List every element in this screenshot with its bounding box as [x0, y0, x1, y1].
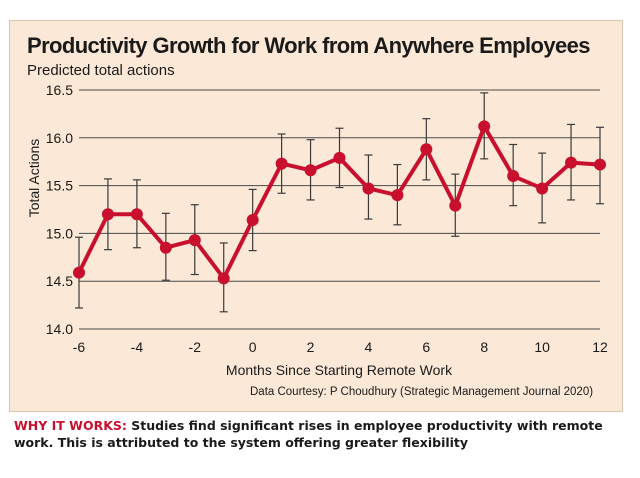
x-tick-label: -4: [131, 339, 144, 355]
y-axis-label: Total Actions: [26, 139, 42, 218]
x-tick-label: -6: [73, 339, 86, 355]
footer-note: WHY IT WORKS: Studies find significant r…: [14, 417, 624, 451]
gridlines: [79, 89, 600, 330]
y-tick-labels: 14.0 14.5 15.0 15.5 16.0 16.5: [46, 82, 73, 337]
x-tick-labels: -6 -4 -2 0 2 4 6 8 10 12: [73, 339, 608, 355]
y-tick-label: 16.5: [46, 82, 73, 98]
error-bars: [75, 92, 604, 313]
data-point: [507, 170, 520, 183]
data-point: [478, 120, 491, 133]
data-point: [420, 143, 433, 156]
data-point: [159, 241, 172, 254]
x-tick-label: 4: [365, 339, 373, 355]
data-point: [275, 157, 288, 170]
x-tick-label: 0: [249, 339, 257, 355]
x-tick-label: -2: [189, 339, 202, 355]
y-tick-label: 15.5: [46, 178, 73, 194]
x-tick-label: 10: [534, 339, 550, 355]
footer-lead: WHY IT WORKS:: [14, 418, 127, 433]
x-tick-label: 2: [307, 339, 315, 355]
data-point: [217, 272, 230, 285]
y-tick-label: 16.0: [46, 130, 73, 146]
data-point: [391, 189, 404, 202]
data-point: [304, 164, 317, 177]
x-tick-label: 8: [480, 339, 488, 355]
data-source: Data Courtesy: P Choudhury (Strategic Ma…: [250, 386, 594, 398]
data-point: [565, 156, 578, 169]
x-tick-label: 6: [422, 339, 430, 355]
chart-subtitle: Predicted total actions: [27, 62, 175, 79]
data-point: [449, 199, 462, 212]
data-point: [73, 266, 85, 279]
y-tick-label: 15.0: [46, 225, 73, 241]
data-point: [188, 234, 201, 247]
x-tick-label: 12: [592, 339, 608, 355]
x-axis-label: Months Since Starting Remote Work: [226, 362, 453, 378]
y-tick-label: 14.0: [46, 321, 73, 337]
data-point: [130, 208, 143, 221]
footer-text: Studies find significant rises in employ…: [14, 418, 603, 450]
data-point: [594, 158, 606, 171]
data-point: [246, 214, 259, 227]
data-points: [73, 120, 606, 285]
data-point: [362, 182, 375, 195]
data-point: [101, 208, 114, 221]
y-tick-label: 14.5: [46, 273, 73, 289]
data-point: [333, 151, 346, 164]
data-point: [536, 182, 549, 195]
chart-title: Productivity Growth for Work from Anywhe…: [27, 33, 591, 58]
